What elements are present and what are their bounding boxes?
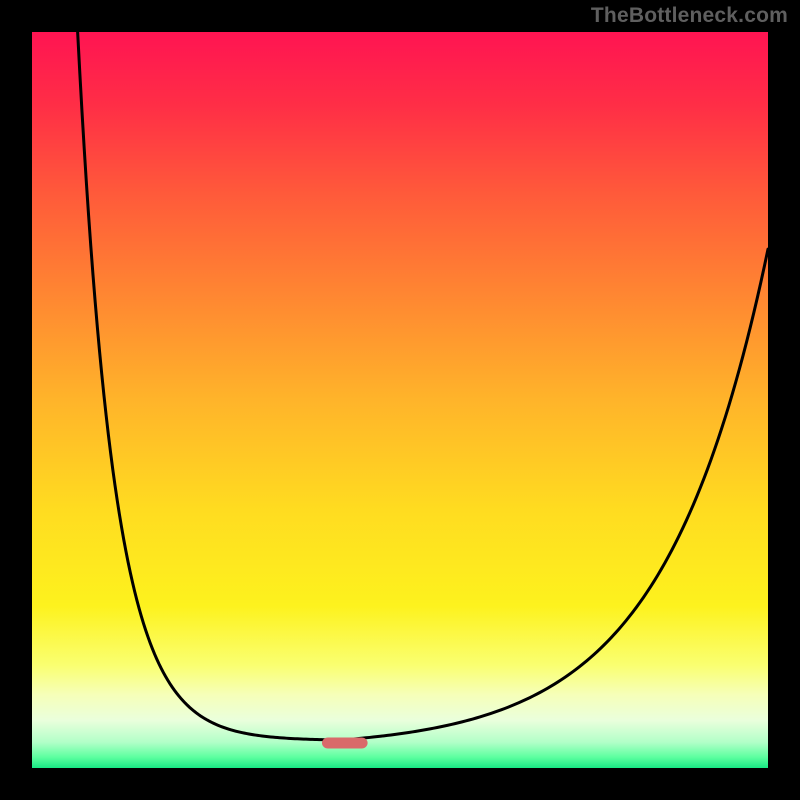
plot-frame xyxy=(32,32,768,768)
plot-svg xyxy=(32,32,768,768)
chart-root: TheBottleneck.com xyxy=(0,0,800,800)
gradient-background xyxy=(32,32,768,768)
watermark-text: TheBottleneck.com xyxy=(591,4,788,28)
optimal-range-marker xyxy=(322,737,368,748)
